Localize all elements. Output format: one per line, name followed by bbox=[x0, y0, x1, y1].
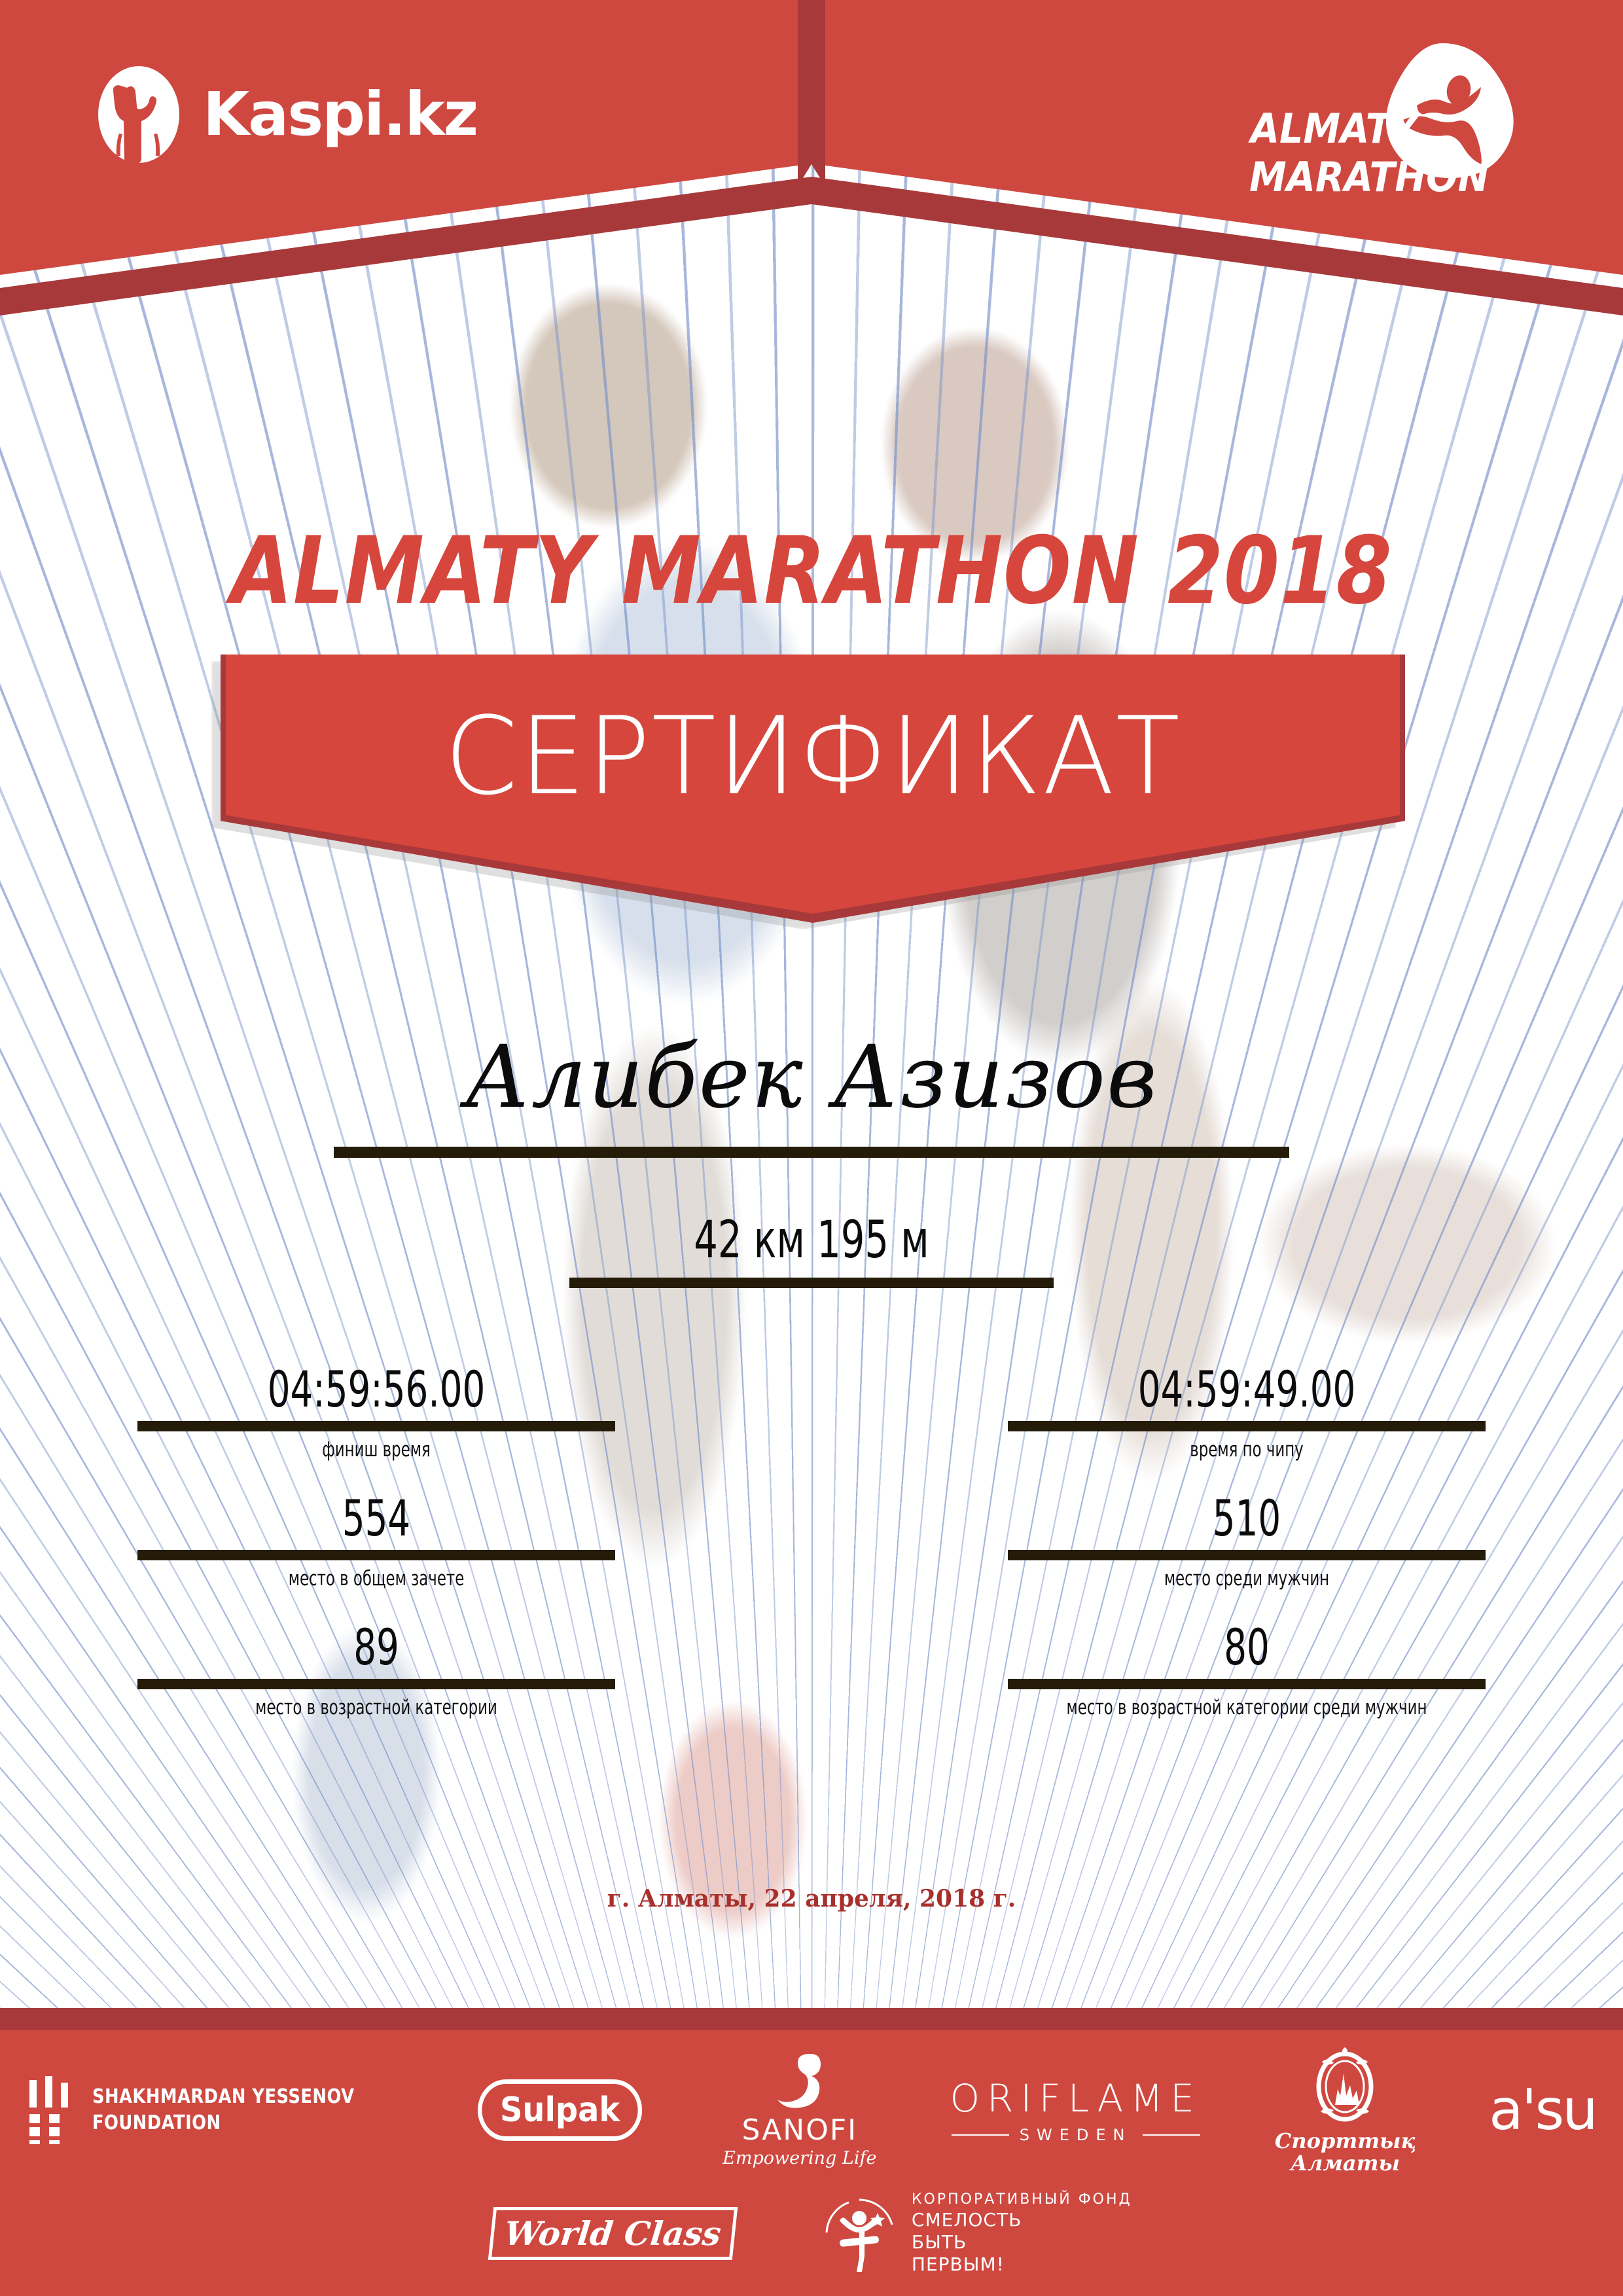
smelost-line2: СМЕЛОСТЬ bbox=[911, 2208, 1022, 2231]
oriflame-dash-right bbox=[1142, 2134, 1200, 2136]
result-label: место в возрастной категории среди мужчи… bbox=[1066, 1696, 1427, 1720]
participant-name-rule bbox=[334, 1147, 1289, 1158]
result-row: 04:59:56.00 финиш время 04:59:49.00 врем… bbox=[0, 1361, 1623, 1462]
result-value: 80 bbox=[1224, 1618, 1270, 1677]
smelost-line4: ПЕРВЫМ! bbox=[911, 2253, 1005, 2276]
result-label: место среди мужчин bbox=[1164, 1567, 1330, 1591]
yessenov-bars-icon bbox=[29, 2076, 69, 2145]
sponsor-sanofi[interactable]: SANOFI Empowering Life bbox=[722, 2053, 876, 2168]
result-row: 89 место в возрастной категории 80 место… bbox=[0, 1619, 1623, 1719]
almaty-marathon-runner-icon: ALMATY MARATHON bbox=[1248, 43, 1514, 202]
kaspi-logo[interactable]: Kaspi.kz bbox=[97, 65, 478, 164]
sponsor-oriflame[interactable]: ORIFLAME SWEDEN bbox=[950, 2076, 1201, 2144]
asu-wordmark: a'su bbox=[1489, 2077, 1598, 2144]
sponsor-row-secondary: World Class КОРПОРАТИВНЫЙ ФОНД СМЕЛОСТЬ … bbox=[0, 2191, 1623, 2276]
smelost-fund-label: КОРПОРАТИВНЫЙ ФОНД bbox=[911, 2191, 1132, 2208]
almaty-marathon-logo[interactable]: ALMATY MARATHON bbox=[1212, 39, 1520, 209]
smelost-runner-icon bbox=[825, 2198, 893, 2272]
yessenov-line1: SHAKHMARDAN YESSENOV bbox=[92, 2085, 355, 2108]
sport-almaty-line1: Спорттық bbox=[1274, 2128, 1416, 2153]
world-class-wordmark: World Class bbox=[488, 2207, 738, 2261]
sponsors-footer: SHAKHMARDAN YESSENOV FOUNDATION Sulpak S… bbox=[0, 2008, 1623, 2296]
result-value: 510 bbox=[1212, 1489, 1281, 1548]
background-runners-photo bbox=[0, 249, 1623, 1964]
sport-almaty-emblem-icon bbox=[1316, 2047, 1374, 2122]
footer-top-line bbox=[0, 2008, 1623, 2030]
sponsor-sport-almaty[interactable]: Спорттық Алматы bbox=[1275, 2046, 1416, 2174]
result-row: 554 место в общем зачете 510 место среди… bbox=[0, 1490, 1623, 1590]
result-value: 554 bbox=[342, 1489, 411, 1548]
result-label: время по чипу bbox=[1190, 1438, 1304, 1462]
result-rule bbox=[1008, 1679, 1486, 1690]
result-label: место в возрастной категории bbox=[255, 1696, 497, 1720]
kaspi-person-icon bbox=[98, 66, 179, 164]
event-title: ALMATY MARATHON 2018 bbox=[230, 517, 1393, 625]
result-label: место в общем зачете bbox=[288, 1567, 465, 1591]
certificate-header: Kaspi.kz ALMATY MARATHON bbox=[0, 0, 1623, 340]
distance-value: 42 км 195 м bbox=[694, 1211, 929, 1270]
yessenov-wordmark: SHAKHMARDAN YESSENOV FOUNDATION bbox=[92, 2084, 355, 2137]
sanofi-tagline: Empowering Life bbox=[722, 2147, 877, 2168]
result-rule bbox=[137, 1550, 615, 1561]
svg-text:ALMATY: ALMATY bbox=[1248, 106, 1422, 153]
result-cell-overall-place: 554 место в общем зачете bbox=[137, 1490, 615, 1590]
sanofi-wordmark: SANOFI bbox=[741, 2113, 858, 2147]
result-cell-age-place: 89 место в возрастной категории bbox=[137, 1619, 615, 1719]
svg-text:MARATHON: MARATHON bbox=[1249, 154, 1489, 202]
result-rule bbox=[137, 1679, 615, 1690]
participant-name-wrap: Алибек Азизов bbox=[0, 1034, 1623, 1121]
event-date: г. Алматы, 22 апреля, 2018 г. bbox=[607, 1885, 1016, 1912]
result-cell-finish-time: 04:59:56.00 финиш время bbox=[137, 1361, 615, 1462]
header-center-notch bbox=[798, 0, 825, 187]
result-value: 04:59:56.00 bbox=[267, 1360, 486, 1418]
result-value: 89 bbox=[353, 1618, 399, 1677]
sulpak-wordmark: Sulpak bbox=[477, 2079, 643, 2142]
sponsor-smelost-byt-pervym[interactable]: КОРПОРАТИВНЫЙ ФОНД СМЕЛОСТЬ БЫТЬ ПЕРВЫМ! bbox=[820, 2191, 1132, 2276]
smelost-text-block: КОРПОРАТИВНЫЙ ФОНД СМЕЛОСТЬ БЫТЬ ПЕРВЫМ! bbox=[912, 2191, 1132, 2276]
distance-rule bbox=[569, 1278, 1054, 1288]
results-grid: 04:59:56.00 финиш время 04:59:49.00 врем… bbox=[0, 1361, 1623, 1748]
result-label: финиш время bbox=[322, 1438, 431, 1462]
result-value: 04:59:49.00 bbox=[1137, 1360, 1356, 1418]
result-rule bbox=[1008, 1421, 1486, 1432]
result-cell-men-place: 510 место среди мужчин bbox=[1008, 1490, 1486, 1590]
kaspi-wordmark: Kaspi.kz bbox=[203, 79, 478, 149]
sport-almaty-line2: Алматы bbox=[1290, 2150, 1400, 2176]
sponsor-yessenov-foundation[interactable]: SHAKHMARDAN YESSENOV FOUNDATION bbox=[27, 2076, 397, 2145]
sanofi-bird-icon bbox=[777, 2053, 821, 2108]
oriflame-country: SWEDEN bbox=[1019, 2126, 1132, 2145]
result-rule bbox=[137, 1421, 615, 1432]
sponsor-sulpak[interactable]: Sulpak bbox=[471, 2079, 649, 2142]
smelost-line3: БЫТЬ bbox=[911, 2231, 967, 2253]
sponsor-world-class[interactable]: World Class bbox=[488, 2207, 738, 2261]
yessenov-line2: FOUNDATION bbox=[92, 2111, 221, 2135]
result-cell-age-men-place: 80 место в возрастной категории среди му… bbox=[1008, 1619, 1486, 1719]
certificate-banner: СЕРТИФИКАТ bbox=[211, 655, 1405, 929]
document-type-label: СЕРТИФИКАТ bbox=[444, 694, 1181, 819]
result-cell-chip-time: 04:59:49.00 время по чипу bbox=[1008, 1361, 1486, 1462]
result-rule bbox=[1008, 1550, 1486, 1561]
oriflame-wordmark: ORIFLAME bbox=[950, 2076, 1202, 2121]
sponsor-asu[interactable]: a'su bbox=[1489, 2077, 1598, 2144]
participant-name: Алибек Азизов bbox=[465, 1027, 1158, 1128]
sponsor-row-primary: SHAKHMARDAN YESSENOV FOUNDATION Sulpak S… bbox=[0, 2046, 1623, 2174]
oriflame-subline: SWEDEN bbox=[950, 2126, 1201, 2144]
oriflame-dash-left bbox=[951, 2134, 1009, 2136]
